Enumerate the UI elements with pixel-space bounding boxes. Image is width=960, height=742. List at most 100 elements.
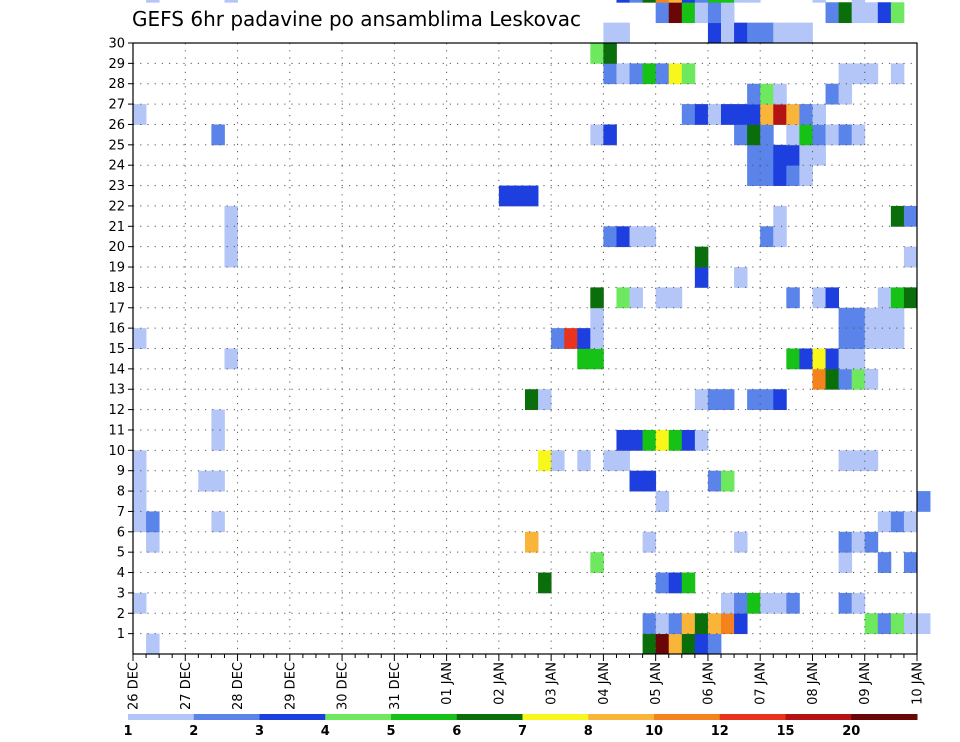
heatmap-cell bbox=[747, 389, 761, 410]
heatmap-cell bbox=[877, 552, 892, 573]
heatmap-cell bbox=[851, 307, 866, 329]
heatmap-cell bbox=[146, 511, 160, 533]
heatmap-cell bbox=[786, 22, 800, 44]
y-tick-label: 20 bbox=[108, 240, 125, 255]
colorbar-label: 7 bbox=[518, 724, 527, 739]
heatmap-cell bbox=[655, 633, 670, 655]
heatmap-cell bbox=[224, 226, 238, 248]
heatmap-cell bbox=[616, 22, 630, 44]
x-tick-label: 09 JAN bbox=[858, 662, 873, 705]
y-tick-label: 2 bbox=[117, 607, 125, 622]
heatmap-cell bbox=[747, 124, 761, 146]
x-tick-label: 26 DEC bbox=[127, 662, 142, 710]
heatmap-cell bbox=[655, 0, 670, 3]
y-tick-label: 12 bbox=[108, 403, 125, 418]
heatmap-cell bbox=[668, 429, 683, 451]
heatmap-cell bbox=[681, 572, 696, 594]
heatmap-cell bbox=[616, 287, 630, 309]
heatmap-cell bbox=[773, 22, 787, 44]
heatmap-cell bbox=[773, 205, 787, 227]
heatmap-cell bbox=[890, 2, 905, 24]
heatmap-cell bbox=[694, 613, 709, 635]
colorbar-label: 10 bbox=[645, 724, 663, 739]
y-tick-label: 11 bbox=[108, 423, 125, 438]
colorbar-segment bbox=[325, 714, 392, 720]
heatmap-cell bbox=[538, 450, 552, 472]
heatmap-cell bbox=[760, 144, 774, 166]
y-tick-label: 30 bbox=[108, 37, 125, 52]
x-tick-label: 05 JAN bbox=[649, 662, 664, 705]
colorbar-label: 8 bbox=[584, 724, 593, 739]
heatmap-cell bbox=[511, 185, 526, 207]
y-tick-label: 27 bbox=[108, 98, 125, 113]
y-tick-label: 16 bbox=[108, 322, 125, 337]
x-tick-label: 28 DEC bbox=[231, 662, 246, 710]
colorbar-label: 5 bbox=[386, 724, 395, 739]
heatmap-cell bbox=[734, 613, 748, 635]
heatmap-cell bbox=[864, 450, 879, 472]
heatmap-cell bbox=[146, 531, 160, 553]
y-tick-label: 15 bbox=[108, 342, 125, 357]
heatmap-cell bbox=[851, 348, 866, 370]
heatmap-cell bbox=[133, 470, 147, 492]
y-tick-label: 24 bbox=[108, 159, 125, 174]
heatmap-cell bbox=[655, 572, 670, 594]
colorbar-label: 6 bbox=[452, 724, 461, 739]
heatmap-cell bbox=[224, 0, 238, 3]
colorbar-segment bbox=[785, 714, 852, 720]
heatmap-cell bbox=[642, 63, 657, 85]
colorbar-label: 20 bbox=[842, 724, 860, 739]
heatmap-cell bbox=[877, 613, 892, 635]
y-tick-label: 3 bbox=[117, 586, 125, 601]
y-tick-label: 4 bbox=[117, 566, 125, 581]
heatmap-cell bbox=[642, 531, 657, 553]
heatmap-cell bbox=[629, 63, 643, 85]
heatmap-cell bbox=[525, 389, 539, 410]
heatmap-cell bbox=[642, 226, 657, 248]
heatmap-cell bbox=[786, 287, 800, 309]
heatmap-cell bbox=[773, 83, 787, 105]
heatmap-cell bbox=[890, 287, 905, 309]
heatmap-cell bbox=[224, 246, 238, 268]
heatmap-cell bbox=[890, 328, 905, 349]
heatmap-cell bbox=[786, 165, 800, 186]
heatmap-cell bbox=[655, 2, 670, 24]
y-tick-label: 7 bbox=[117, 505, 125, 520]
heatmap-cell bbox=[760, 165, 774, 186]
heatmap-cell bbox=[590, 307, 604, 329]
heatmap-cell bbox=[668, 613, 683, 635]
heatmap-cell bbox=[681, 2, 696, 24]
heatmap-cell bbox=[851, 2, 866, 24]
heatmap-cell bbox=[760, 124, 774, 146]
heatmap-cell bbox=[786, 348, 800, 370]
heatmap-cell bbox=[590, 287, 604, 309]
heatmap-cell bbox=[721, 592, 735, 614]
heatmap-cell bbox=[721, 613, 735, 635]
heatmap-cell bbox=[721, 470, 735, 492]
heatmap-cell bbox=[603, 43, 617, 64]
heatmap-cell bbox=[603, 226, 617, 248]
heatmap-cell bbox=[825, 368, 839, 390]
heatmap-cell bbox=[551, 328, 565, 349]
heatmap-cell bbox=[707, 0, 722, 3]
heatmap-cell bbox=[681, 429, 696, 451]
heatmap-cell bbox=[786, 592, 800, 614]
heatmap-cell bbox=[694, 633, 709, 655]
heatmap-cell bbox=[799, 348, 813, 370]
heatmap-cell bbox=[538, 389, 552, 410]
heatmap-cell bbox=[133, 450, 147, 472]
x-tick-label: 30 DEC bbox=[336, 662, 351, 710]
heatmap-cell bbox=[838, 307, 853, 329]
heatmap-cell bbox=[224, 205, 238, 227]
heatmap-cell bbox=[590, 124, 604, 146]
colorbar-segment bbox=[128, 714, 195, 720]
colorbar-segment bbox=[851, 714, 918, 720]
heatmap-cell bbox=[786, 124, 800, 146]
heatmap-cells bbox=[133, 0, 931, 655]
heatmap-cell bbox=[890, 205, 905, 227]
heatmap-cell bbox=[917, 613, 931, 635]
heatmap-cell bbox=[838, 450, 853, 472]
heatmap-cell bbox=[694, 267, 709, 288]
heatmap-cell bbox=[707, 104, 722, 125]
heatmap-cell bbox=[629, 0, 643, 3]
